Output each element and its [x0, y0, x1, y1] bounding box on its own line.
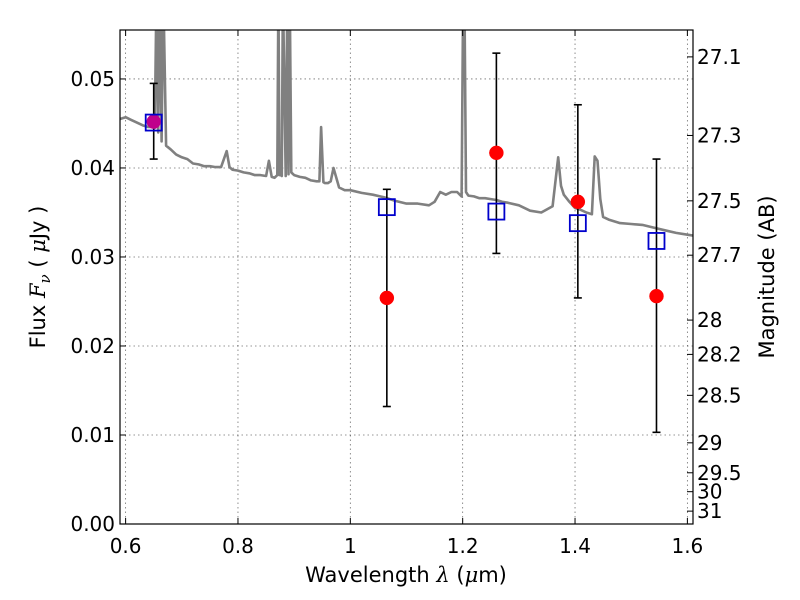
- y2-tick-label: 27.5: [697, 189, 742, 213]
- y2-tick-label: 31: [697, 499, 722, 523]
- x-tick-label: 1.6: [671, 534, 703, 558]
- x-tick-label: 0.6: [110, 534, 142, 558]
- y2-axis-title: Magnitude (AB): [755, 195, 779, 358]
- spectrum-layer: [120, 30, 693, 237]
- observed-point: [379, 290, 395, 306]
- observed-point: [570, 194, 586, 210]
- y2-tick-label: 27.1: [697, 45, 742, 69]
- x-tick-label: 0.8: [222, 534, 254, 558]
- y2-tick-label: 28: [697, 308, 722, 332]
- y2-tick-label: 27.7: [697, 243, 742, 267]
- observed-point: [146, 114, 161, 129]
- y2-tick-label: 28.5: [697, 383, 742, 407]
- y2-tick-label: 29: [697, 431, 722, 455]
- y-tick-label: 0.05: [70, 67, 115, 91]
- y-tick-label: 0.00: [70, 512, 115, 536]
- tick-layer: 0.6 0.8 1 1.2 1.4 1.6 0.00 0.01 0.02 0.03 0.04 0.05…: [70, 30, 742, 558]
- plot-frame: [119, 29, 694, 525]
- y2-tick-label: 28.2: [697, 342, 742, 366]
- marker-layer: [144, 113, 666, 306]
- y-tick-label: 0.02: [70, 334, 115, 358]
- y2-tick-label: 30: [697, 480, 722, 504]
- y-tick-label: 0.01: [70, 423, 115, 447]
- y2-tick-label: 27.3: [697, 123, 742, 147]
- y-tick-label: 0.03: [70, 245, 115, 269]
- model-photometry-point: [487, 202, 506, 221]
- observed-point: [489, 145, 504, 161]
- y-tick-label: 0.04: [70, 156, 115, 180]
- x-tick-label: 1: [344, 534, 357, 558]
- model-photometry-point: [647, 232, 666, 250]
- y2-tick-label: 29.5: [697, 461, 742, 485]
- model-photometry-point: [568, 214, 587, 233]
- model-photometry-point: [377, 198, 396, 217]
- x-tick-label: 1.4: [559, 534, 591, 558]
- x-axis-title: Wavelength λ (μm): [305, 563, 507, 587]
- model-photometry-point: [144, 113, 163, 132]
- observed-point: [649, 288, 664, 304]
- model-spectrum-line: [120, 30, 693, 237]
- x-tick-label: 1.2: [447, 534, 479, 558]
